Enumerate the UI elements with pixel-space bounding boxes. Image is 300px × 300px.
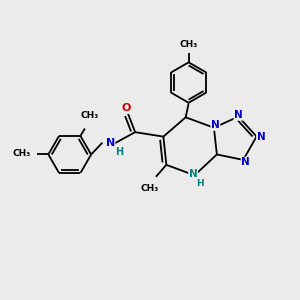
Text: CH₃: CH₃ — [81, 111, 99, 120]
Text: CH₃: CH₃ — [141, 184, 159, 193]
Text: O: O — [122, 103, 131, 113]
Text: CH₃: CH₃ — [179, 40, 198, 49]
Text: H: H — [196, 179, 204, 188]
Text: N: N — [256, 131, 266, 142]
Text: N: N — [106, 138, 115, 148]
Text: CH₃: CH₃ — [12, 149, 31, 158]
Text: N: N — [189, 169, 197, 179]
Text: N: N — [211, 120, 220, 130]
Text: H: H — [115, 147, 123, 157]
Text: N: N — [241, 157, 250, 167]
Text: N: N — [234, 110, 243, 120]
